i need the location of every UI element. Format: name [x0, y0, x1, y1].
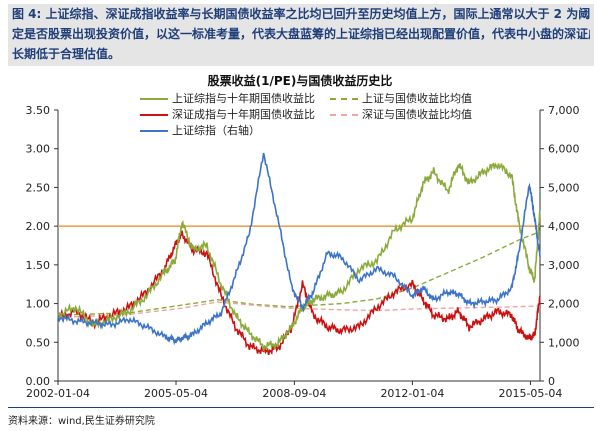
chart-title: 股票收益(1/PE)与国债收益历史比 — [207, 74, 393, 88]
legend-label: 深证成指与十年期国债收益比 — [172, 108, 315, 121]
x-tick-label: 2002-01-04 — [26, 387, 90, 400]
y-right-tick-label: 5,000 — [548, 181, 580, 194]
series-line-0 — [57, 161, 541, 351]
caption-line-2: 定是否股票出现投资价值，以这一标准考量，代表大盘蓝筹的上证综指已经出现配置价值，… — [12, 27, 590, 41]
legend-swatch — [330, 114, 358, 116]
legend-swatch — [140, 114, 168, 116]
legend-item-sh-ratio: 上证综指与十年期国债收益比 — [140, 92, 315, 106]
y-right-tick-label: 7,000 — [548, 104, 580, 117]
figure-caption: 图 4: 上证综指、深证成指收益率与长期国债收益率之比均已回升至历史均值上方，国… — [8, 4, 594, 66]
legend-swatch — [140, 130, 168, 132]
y-left-tick-label: 1.00 — [26, 298, 51, 311]
legend-label: 上证与国债收益比均值 — [362, 92, 472, 105]
y-right-tick-label: 2,000 — [548, 298, 580, 311]
y-right-tick-label: 0 — [548, 375, 555, 388]
legend-swatch — [330, 98, 358, 100]
legend-label: 深证与国债收益比均值 — [362, 108, 472, 121]
y-left-tick-label: 0.50 — [26, 336, 51, 349]
x-tick-label: 2015-05-04 — [498, 387, 562, 400]
legend-label: 上证综指与十年期国债收益比 — [172, 92, 315, 105]
y-right-tick-label: 6,000 — [548, 143, 580, 156]
x-tick-label: 2008-09-04 — [262, 387, 326, 400]
series-line-3 — [57, 230, 541, 316]
y-right-tick-label: 4,000 — [548, 220, 580, 233]
source-divider — [8, 407, 594, 408]
y-left-tick-label: 2.00 — [26, 220, 51, 233]
series-line-4 — [57, 301, 541, 319]
y-right-tick-label: 3,000 — [548, 259, 580, 272]
legend-label: 上证综指（右轴） — [172, 124, 260, 137]
x-tick-label: 2005-05-04 — [144, 387, 208, 400]
legend-item-sz-ratio: 深证成指与十年期国债收益比 — [140, 108, 315, 122]
y-left-tick-label: 3.00 — [26, 143, 51, 156]
y-left-tick-label: 0.00 — [26, 375, 51, 388]
source-note: 资料来源：wind,民生证券研究院 — [8, 416, 155, 427]
caption-line-1: 图 4: 上证综指、深证成指收益率与长期国债收益率之比均已回升至历史均值上方，国… — [12, 7, 590, 21]
y-left-tick-label: 2.50 — [26, 181, 51, 194]
y-right-tick-label: 1,000 — [548, 336, 580, 349]
series-line-2 — [57, 152, 541, 346]
y-left-tick-label: 1.50 — [26, 259, 51, 272]
x-tick-label: 2012-01-04 — [380, 387, 444, 400]
series-line-1 — [57, 230, 541, 356]
caption-line-3: 长期低于合理估值。 — [12, 47, 121, 61]
legend-item-sh-index: 上证综指（右轴） — [140, 124, 260, 138]
legend-swatch — [140, 98, 168, 100]
y-left-tick-label: 3.50 — [26, 104, 51, 117]
legend-item-sh-mean: 上证与国债收益比均值 — [330, 92, 472, 106]
legend-item-sz-mean: 深证与国债收益比均值 — [330, 108, 472, 122]
